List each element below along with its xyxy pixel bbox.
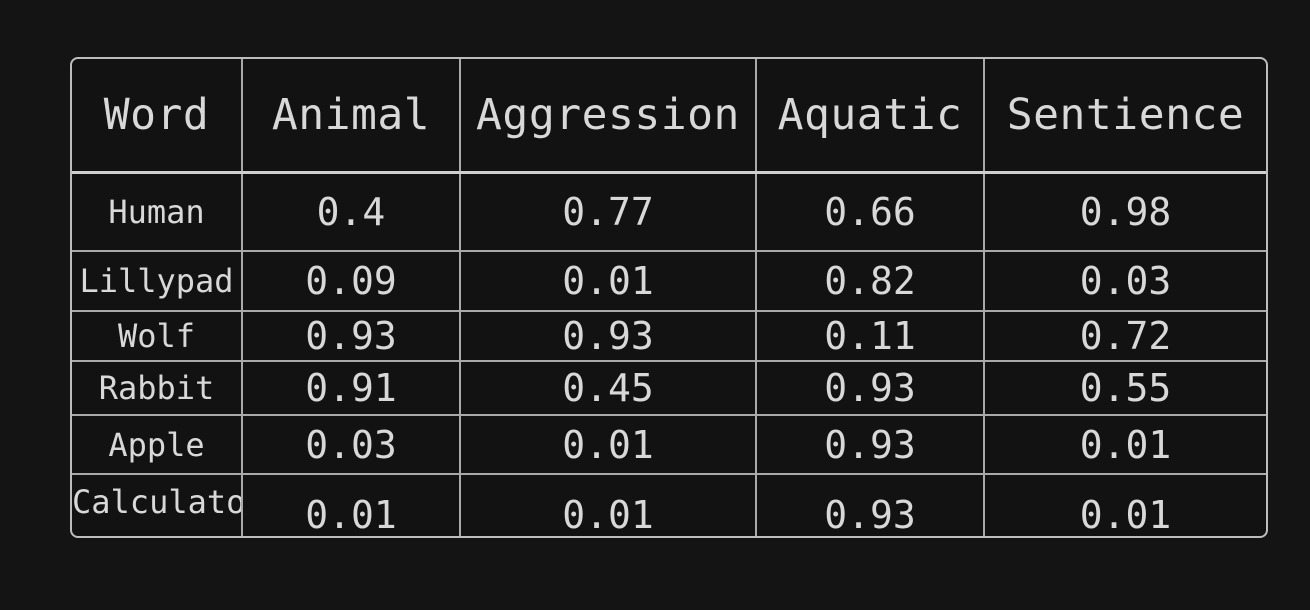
header-row: Word Animal Aggression Aquatic Sentience	[72, 59, 1266, 174]
table-row: Lillypad 0.09 0.01 0.82 0.03	[72, 251, 1266, 312]
header-aggression: Aggression	[460, 59, 757, 174]
cell-word: Human	[72, 172, 243, 252]
cell-sentience: 0.03	[984, 251, 1266, 312]
cell-aquatic: 0.11	[756, 311, 985, 362]
cell-aquatic: 0.82	[756, 251, 985, 312]
word-feature-table: Word Animal Aggression Aquatic Sentience…	[72, 59, 1266, 537]
cell-aquatic: 0.93	[756, 415, 985, 475]
cell-aquatic: 0.93	[756, 361, 985, 416]
cell-animal: 0.09	[242, 251, 461, 312]
cell-animal: 0.4	[242, 172, 461, 252]
cell-word: Lillypad	[72, 251, 243, 312]
cell-sentience: 0.55	[984, 361, 1266, 416]
cell-sentience: 0.72	[984, 311, 1266, 362]
table-row: Wolf 0.93 0.93 0.11 0.72	[72, 311, 1266, 362]
cell-aquatic: 0.66	[756, 172, 985, 252]
cell-animal: 0.01	[242, 474, 461, 536]
cell-animal: 0.91	[242, 361, 461, 416]
table-row: Calculator 0.01 0.01 0.93 0.01	[72, 474, 1266, 537]
cell-aggression: 0.93	[460, 311, 757, 362]
table-row: Human 0.4 0.77 0.66 0.98	[72, 172, 1266, 252]
cell-aggression: 0.01	[460, 415, 757, 475]
table-frame: Word Animal Aggression Aquatic Sentience…	[70, 57, 1268, 538]
table-row: Apple 0.03 0.01 0.93 0.01	[72, 415, 1266, 475]
cell-animal: 0.03	[242, 415, 461, 475]
table-body: Human 0.4 0.77 0.66 0.98 Lillypad 0.09 0…	[72, 172, 1266, 537]
header-sentience: Sentience	[984, 59, 1266, 174]
cell-sentience: 0.01	[984, 415, 1266, 475]
cell-aquatic: 0.93	[756, 474, 985, 536]
cell-animal: 0.93	[242, 311, 461, 362]
cell-aggression: 0.45	[460, 361, 757, 416]
cell-word: Wolf	[72, 311, 243, 362]
cell-sentience: 0.98	[984, 172, 1266, 252]
table-header: Word Animal Aggression Aquatic Sentience	[72, 59, 1266, 174]
cell-sentience: 0.01	[1079, 493, 1172, 537]
cell-word: Rabbit	[72, 361, 243, 416]
cell-aggression: 0.01	[460, 474, 757, 536]
cell-aggression: 0.77	[460, 172, 757, 252]
cell-word: Apple	[72, 415, 243, 475]
header-word: Word	[72, 59, 243, 174]
cell-aggression: 0.01	[460, 251, 757, 312]
header-aquatic: Aquatic	[756, 59, 985, 174]
cell-word: Calculator	[72, 474, 243, 536]
table-row: Rabbit 0.91 0.45 0.93 0.55	[72, 361, 1266, 416]
header-animal: Animal	[242, 59, 461, 174]
